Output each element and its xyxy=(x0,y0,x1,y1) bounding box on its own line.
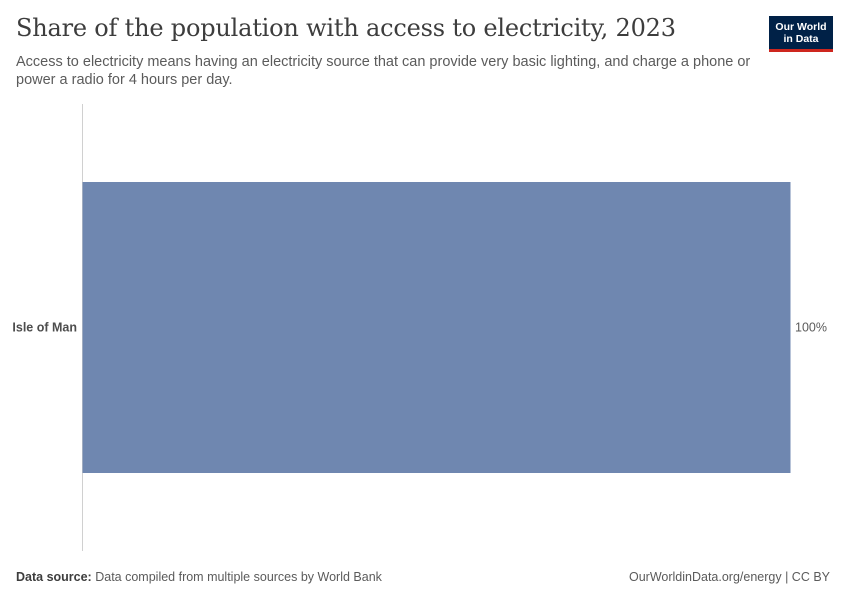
chart-subtitle: Access to electricity means having an el… xyxy=(16,54,751,88)
data-source-label: Data source: xyxy=(16,570,92,584)
data-source-text[interactable]: Data compiled from multiple sources by W… xyxy=(95,570,382,584)
logo-line-1: Our World xyxy=(775,21,827,33)
chart-title: Share of the population with access to e… xyxy=(16,14,676,42)
owid-logo[interactable]: Our World in Data xyxy=(769,16,833,52)
footer-url[interactable]: OurWorldinData.org/energy | CC BY xyxy=(628,570,830,584)
value-label: 100% xyxy=(795,321,827,335)
category-label: Isle of Man xyxy=(12,321,77,335)
logo-line-2: in Data xyxy=(783,33,819,45)
data-source: Data source: Data compiled from multiple… xyxy=(16,570,382,584)
bar[interactable] xyxy=(82,182,791,473)
